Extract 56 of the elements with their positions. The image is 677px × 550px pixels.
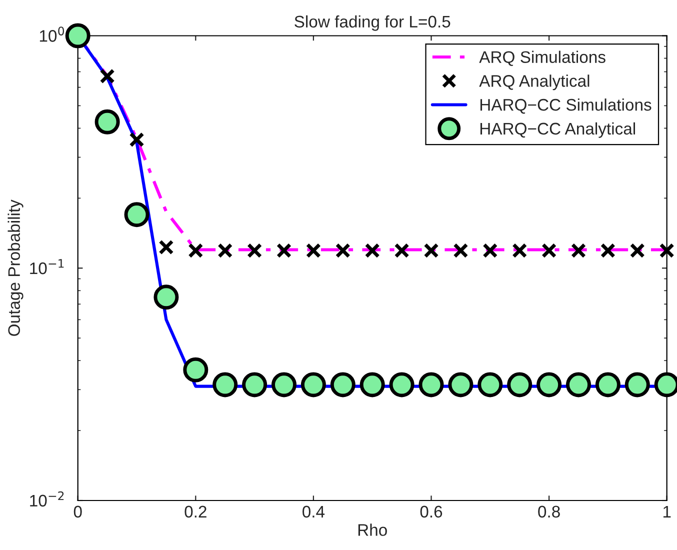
point [624, 372, 650, 398]
point [659, 243, 674, 258]
legend-label: HARQ−CC Analytical [480, 122, 635, 138]
legend-label: ARQ Analytical [479, 74, 590, 90]
point [542, 243, 557, 258]
point [212, 372, 238, 398]
point [124, 202, 150, 228]
legend-label: ARQ Simulations [479, 50, 606, 66]
point [424, 243, 439, 258]
point [218, 243, 233, 258]
point [154, 284, 179, 310]
point [330, 372, 356, 398]
point [158, 240, 174, 255]
point [360, 372, 385, 398]
point [242, 372, 268, 398]
point [364, 243, 380, 258]
x-tick-label: 0.8 [538, 506, 560, 518]
point [512, 243, 528, 258]
point [94, 109, 120, 134]
point [335, 243, 350, 258]
legend-label: HARQ−CC Simulations [480, 98, 652, 114]
point [453, 243, 468, 258]
point [448, 372, 474, 398]
point [570, 243, 586, 258]
point [300, 372, 326, 398]
point [595, 372, 620, 398]
point [272, 372, 296, 398]
point [394, 243, 410, 258]
point [100, 68, 115, 84]
point [418, 372, 444, 398]
point [129, 132, 144, 148]
point [247, 243, 262, 258]
point [276, 243, 292, 258]
point [600, 243, 616, 258]
y-tick-label: 10$^{0}$ [40, 26, 64, 42]
point [306, 243, 321, 258]
point [183, 357, 208, 382]
x-tick-label: 1 [663, 506, 671, 518]
point [478, 372, 503, 398]
x-tick-label: 0 [74, 506, 82, 518]
y-tick-label: 10$^{−2}$ [30, 491, 64, 507]
y-axis-title: Outage Probability [8, 200, 24, 336]
x-tick-label: 0.2 [184, 506, 206, 518]
point [507, 372, 532, 398]
point [536, 372, 562, 398]
point [630, 243, 645, 258]
x-tick-label: 0.4 [302, 506, 325, 518]
chart-title: Slow fading for L=0.5 [294, 15, 450, 31]
point [188, 243, 204, 258]
x-tick-label: 0.6 [420, 506, 442, 518]
y-tick-label: 10$^{−1}$ [30, 259, 64, 274]
x-axis-title: Rho [358, 524, 387, 536]
point [482, 243, 498, 258]
point [389, 372, 414, 398]
point [65, 23, 90, 48]
point [566, 372, 591, 398]
